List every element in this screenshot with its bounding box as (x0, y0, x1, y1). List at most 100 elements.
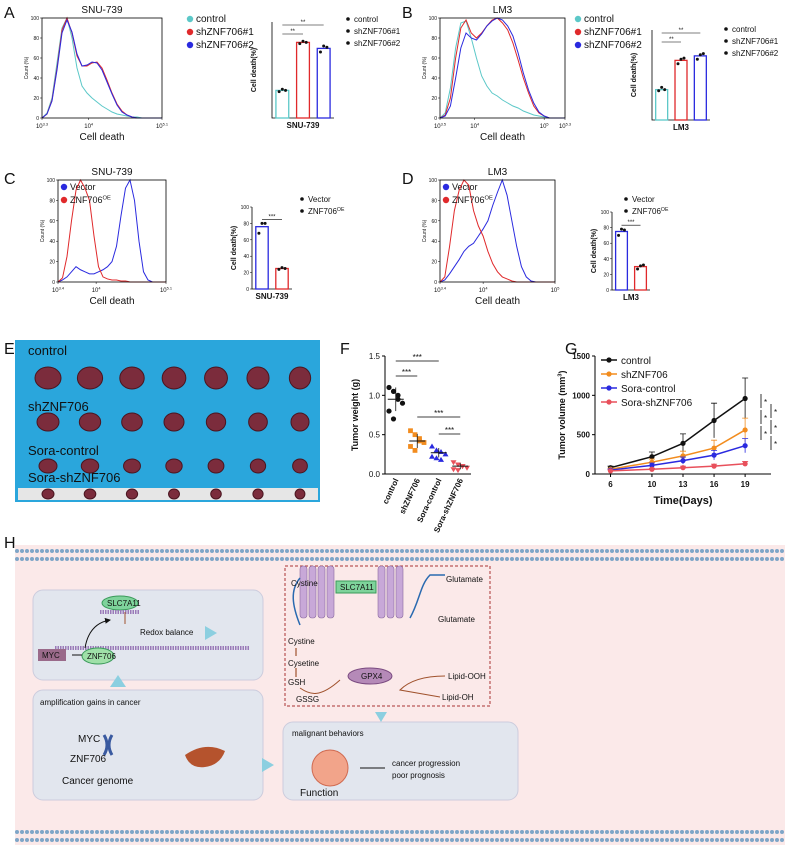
superscript: 5.1 (167, 286, 172, 291)
membrane-bead (770, 830, 774, 834)
membrane-bead (735, 838, 739, 842)
data-point (390, 416, 397, 422)
membrane-bead (585, 838, 589, 842)
legend-marker (60, 196, 68, 204)
membrane-bead (30, 830, 34, 834)
membrane-bead (605, 557, 609, 561)
data-point (386, 384, 392, 391)
y-tick-label: 60 (243, 238, 249, 244)
membrane-bead (75, 838, 79, 842)
membrane-bead (560, 557, 564, 561)
legend-label: Sora-control (621, 384, 675, 395)
membrane-bead (50, 557, 54, 561)
plot-frame (439, 179, 556, 283)
membrane-bead (210, 830, 214, 834)
text-part: Vector (452, 182, 478, 192)
text-part: ZNF706 (70, 195, 103, 205)
membrane-bead (455, 830, 459, 834)
arrow (84, 617, 111, 649)
data-point (680, 458, 686, 464)
membrane-bead (585, 557, 589, 561)
membrane-bead (285, 549, 289, 553)
membrane-bead (355, 549, 359, 553)
membrane-bead (695, 838, 699, 842)
membrane-bead (500, 838, 504, 842)
membrane-bead (780, 838, 784, 842)
membrane-bead (360, 557, 364, 561)
membrane-bead (660, 549, 664, 553)
legend-marker (186, 28, 194, 36)
membrane-bead (345, 549, 349, 553)
membrane-bead (715, 838, 719, 842)
membrane-bead (140, 830, 144, 834)
membrane-bead (770, 557, 774, 561)
membrane-bead (40, 838, 44, 842)
membrane-bead (690, 830, 694, 834)
membrane-bead (100, 549, 104, 553)
membrane-bead (360, 830, 364, 834)
axis (651, 30, 710, 121)
text-part: 10 (540, 124, 547, 130)
membrane-bead (535, 549, 539, 553)
tumor (204, 366, 228, 390)
membrane-bead (430, 838, 434, 842)
legend-marker (606, 399, 612, 405)
membrane-bead (610, 549, 614, 553)
slc7a11-box (335, 580, 377, 594)
axis (271, 22, 334, 119)
membrane-bead (610, 557, 614, 561)
membrane-bead (170, 549, 174, 553)
membrane-bead (655, 549, 659, 553)
superscript: 3.5 (441, 122, 446, 127)
legend-marker (574, 15, 582, 23)
data-point (455, 462, 461, 468)
membrane-bead (235, 838, 239, 842)
membrane-bead (745, 838, 749, 842)
transporter (299, 565, 404, 619)
panel-title: LM3 (493, 5, 513, 16)
data-point (663, 88, 667, 92)
membrane-bead (700, 838, 704, 842)
label: Lipid-OH (442, 693, 474, 702)
data-point (455, 468, 461, 474)
membrane-bead (105, 838, 109, 842)
membrane-bead (570, 557, 574, 561)
membrane-bead (585, 830, 589, 834)
bar (655, 88, 669, 121)
data-point (280, 266, 284, 270)
membrane-bead (370, 557, 374, 561)
x-tick-label: 105.3 (559, 122, 571, 130)
membrane-bead (465, 557, 469, 561)
axis-label: Cell death(%) (231, 226, 238, 270)
superscript: 3.4 (441, 286, 447, 291)
membrane-bead (740, 838, 744, 842)
membrane-bead (125, 557, 129, 561)
superscript: 3.4 (59, 286, 65, 291)
membrane-bead (215, 557, 219, 561)
data-point (257, 231, 261, 235)
membrane-bead (735, 557, 739, 561)
legend-label: control (732, 25, 756, 34)
membrane-bead (100, 557, 104, 561)
membrane-bead (135, 838, 139, 842)
legend-marker (186, 15, 194, 23)
membrane-bead (640, 549, 644, 553)
legend-marker (346, 17, 350, 21)
panel-letter: G (565, 341, 577, 358)
arrow (262, 758, 274, 772)
membrane-bead (80, 838, 84, 842)
membrane-bead (140, 557, 144, 561)
membrane-bead (455, 549, 459, 553)
x-tick-label: 104 (84, 122, 94, 130)
membrane-bead (460, 838, 464, 842)
membrane-bead (590, 830, 594, 834)
tumor (207, 458, 225, 474)
membrane-bead (400, 830, 404, 834)
membrane-bead (55, 549, 59, 553)
membrane-bead (160, 838, 164, 842)
label: GSSG (296, 695, 319, 704)
tumor (36, 412, 60, 432)
data-point (682, 56, 686, 60)
legend-marker (624, 197, 628, 201)
